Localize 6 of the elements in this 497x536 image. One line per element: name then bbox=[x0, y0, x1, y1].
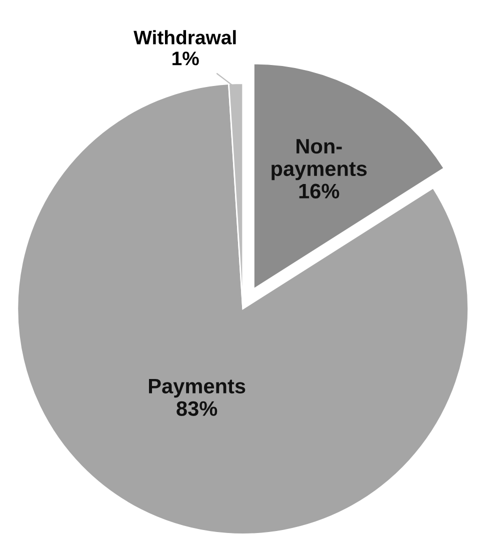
slice-label: Non-payments bbox=[272, 139, 367, 180]
data-label: 16% bbox=[299, 184, 340, 199]
data-label: 1% bbox=[172, 52, 199, 66]
slice-label: Withdrawal bbox=[134, 30, 236, 44]
data-label: 83% bbox=[176, 401, 218, 416]
slice-label: Payments bbox=[148, 378, 246, 398]
